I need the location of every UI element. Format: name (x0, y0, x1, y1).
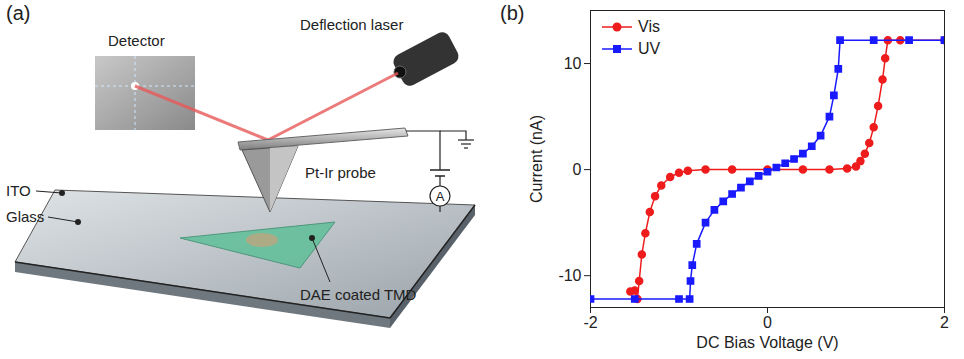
svg-text:2: 2 (940, 314, 949, 331)
html-text:UV: UV (638, 40, 661, 57)
svg-text:Pt-Ir probe: Pt-Ir probe (305, 164, 376, 181)
svg-text:-10: -10 (558, 267, 581, 284)
svg-text:A: A (436, 189, 445, 204)
svg-text:Current (nA): Current (nA) (528, 115, 545, 203)
svg-text:0: 0 (573, 161, 582, 178)
svg-text:Glass: Glass (6, 208, 44, 225)
svg-text:-2: -2 (583, 314, 597, 331)
svg-text:DAE coated TMD: DAE coated TMD (300, 286, 417, 303)
svg-text:ITO: ITO (6, 182, 31, 199)
svg-text:Detector: Detector (108, 32, 165, 49)
svg-text:Deflection laser: Deflection laser (300, 16, 403, 33)
svg-text:10: 10 (564, 55, 582, 72)
svg-text:DC Bias Voltage (V): DC Bias Voltage (V) (696, 334, 838, 351)
svg-text:0: 0 (763, 314, 772, 331)
svg-text:(a): (a) (6, 2, 30, 24)
html-text:Vis: Vis (638, 18, 660, 35)
html-text:(b): (b) (500, 2, 525, 24)
